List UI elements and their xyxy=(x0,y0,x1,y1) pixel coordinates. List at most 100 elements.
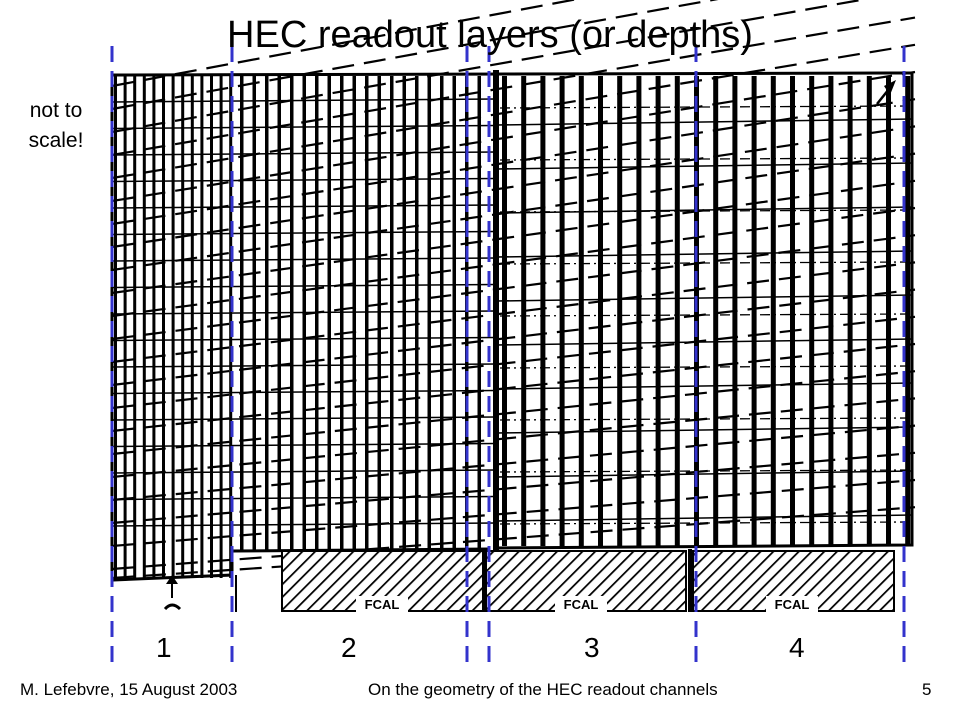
absorber-plate xyxy=(181,76,185,578)
eta-boundary xyxy=(111,389,497,395)
eta-boundary xyxy=(495,338,913,346)
absorber-plate xyxy=(123,76,127,578)
footer-author: M. Lefebvre, 15 August 2003 xyxy=(20,680,238,699)
fcal-region: FCAL FCAL FCAL xyxy=(235,549,895,612)
fcal-label-box xyxy=(555,596,607,612)
absorber-plate xyxy=(809,76,815,546)
absorber-plate xyxy=(477,76,481,550)
absorber-plate xyxy=(598,76,603,546)
inner-boundary xyxy=(110,75,491,582)
tower-line xyxy=(111,179,916,295)
absorber-plate xyxy=(219,76,223,578)
arrow-icon xyxy=(163,575,182,611)
tower-line xyxy=(111,506,916,571)
eta-boundary xyxy=(495,294,913,302)
tower-line xyxy=(111,125,916,249)
absorber-plate xyxy=(171,76,175,578)
eta-boundary xyxy=(111,151,497,156)
projective-tower-lines xyxy=(111,0,916,580)
wheel-outline xyxy=(111,71,914,550)
footer-subject: On the geometry of the HEC readout chann… xyxy=(368,680,718,699)
absorber-plate xyxy=(578,76,584,546)
eta-boundary xyxy=(111,363,497,368)
tower-line xyxy=(111,342,916,433)
absorber-plate xyxy=(502,76,507,546)
fcal-label: FCAL xyxy=(365,597,400,612)
tower-line xyxy=(111,288,916,387)
fcal-label-box xyxy=(766,596,818,612)
eta-boundary xyxy=(111,442,497,448)
eta-boundary xyxy=(495,470,913,478)
eta-boundary xyxy=(495,514,913,522)
tower-line xyxy=(111,152,916,272)
pad-boundary xyxy=(499,105,911,109)
absorber-plate xyxy=(352,76,356,550)
absorber-plate xyxy=(866,76,872,546)
eta-boundary xyxy=(111,522,497,527)
depth-label-4: 4 xyxy=(789,632,805,663)
tower-line xyxy=(111,0,867,134)
depth-label-1: 1 xyxy=(156,632,172,663)
tower-line xyxy=(111,16,916,157)
tower-line xyxy=(111,43,916,180)
fcal-label: FCAL xyxy=(775,597,810,612)
absorber-plate xyxy=(770,76,776,546)
eta-boundary xyxy=(111,283,497,289)
absorber-plate xyxy=(751,76,757,546)
absorber-plate xyxy=(790,76,795,546)
eta-boundary xyxy=(111,495,497,501)
absorber-plate xyxy=(415,76,419,550)
absorber-plate xyxy=(162,76,165,578)
absorber-plate xyxy=(465,76,469,550)
absorber-plate xyxy=(655,76,661,546)
absorber-plate xyxy=(540,76,546,546)
tower-line xyxy=(111,0,719,111)
absorber-plate xyxy=(617,76,623,546)
tower-line xyxy=(111,0,579,88)
absorber-plate xyxy=(828,76,834,546)
fcal-label: FCAL xyxy=(564,597,599,612)
absorber-plate xyxy=(340,76,344,550)
pad-boundary xyxy=(499,209,911,213)
absorber-plate xyxy=(886,76,891,546)
absorber-plate xyxy=(521,76,527,546)
tower-line xyxy=(111,261,916,364)
tower-line xyxy=(111,397,916,479)
tower-line xyxy=(111,206,916,318)
absorber-plate xyxy=(427,76,431,550)
absorber-plate xyxy=(905,76,911,546)
tower-line xyxy=(111,478,916,548)
tower-line xyxy=(111,98,916,226)
absorber-plate xyxy=(636,76,642,546)
depth-label-2: 2 xyxy=(341,632,357,663)
arrow-icon xyxy=(876,80,896,105)
eta-boundary xyxy=(111,204,497,209)
absorber-plate xyxy=(390,76,394,550)
absorber-plate xyxy=(200,76,204,578)
tower-line xyxy=(111,370,916,456)
pad-boundary xyxy=(499,157,911,161)
absorber-plate xyxy=(152,76,156,578)
absorber-plate xyxy=(452,76,456,550)
tower-line xyxy=(111,234,916,341)
slide-title: HEC readout layers (or depths) xyxy=(227,14,753,56)
absorber-plate xyxy=(713,76,719,546)
absorber-plate xyxy=(114,76,117,578)
absorber-plate xyxy=(674,76,680,546)
eta-boundary xyxy=(495,382,913,390)
absorber-plate xyxy=(142,76,146,578)
eta-boundary xyxy=(111,230,497,236)
scale-note: not to scale! xyxy=(28,99,84,152)
absorber-plate xyxy=(847,76,853,546)
eta-boundary xyxy=(111,416,497,421)
absorber-plate xyxy=(559,76,565,546)
eta-boundary xyxy=(111,177,497,183)
depth-label-3: 3 xyxy=(584,632,600,663)
absorber-plate xyxy=(440,76,444,550)
eta-boundary xyxy=(495,118,913,126)
tower-line xyxy=(111,451,916,525)
tower-line xyxy=(111,315,916,410)
absorber-plate xyxy=(133,76,137,578)
fcal-label-box xyxy=(356,596,408,612)
